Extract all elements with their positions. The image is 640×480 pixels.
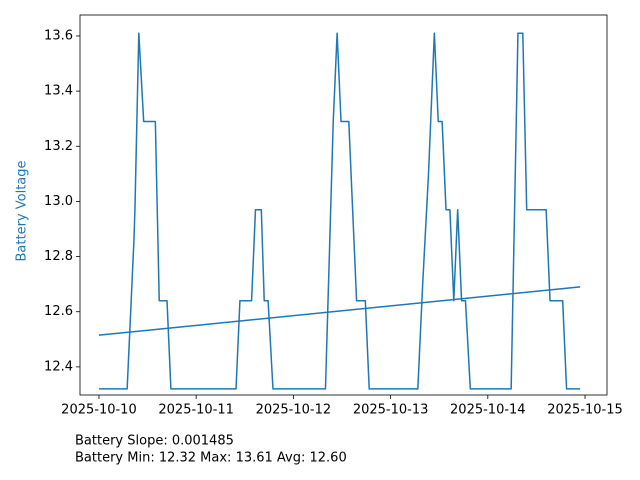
y-tick-label: 12.8 — [44, 249, 73, 264]
y-axis-label: Battery Voltage — [15, 160, 30, 261]
x-tick-label: 2025-10-11 — [158, 403, 234, 418]
y-tick-label: 13.0 — [44, 194, 73, 209]
y-tick-label: 13.4 — [44, 84, 73, 99]
annotation: Battery Slope: 0.001485 — [75, 434, 234, 449]
x-tick-label: 2025-10-14 — [450, 403, 526, 418]
plot-frame — [79, 14, 608, 396]
data-line — [98, 32, 581, 390]
annotation: Battery Min: 12.32 Max: 13.61 Avg: 12.60 — [75, 451, 347, 466]
y-tick-label: 12.6 — [44, 304, 73, 319]
x-tick-label: 2025-10-13 — [353, 403, 429, 418]
data-line — [98, 286, 581, 336]
x-tick-label: 2025-10-12 — [256, 403, 332, 418]
x-tick-label: 2025-10-15 — [547, 403, 623, 418]
y-tick-label: 12.4 — [44, 359, 73, 374]
y-tick-label: 13.2 — [44, 139, 73, 154]
x-tick-label: 2025-10-10 — [61, 403, 137, 418]
y-tick-label: 13.6 — [44, 28, 73, 43]
